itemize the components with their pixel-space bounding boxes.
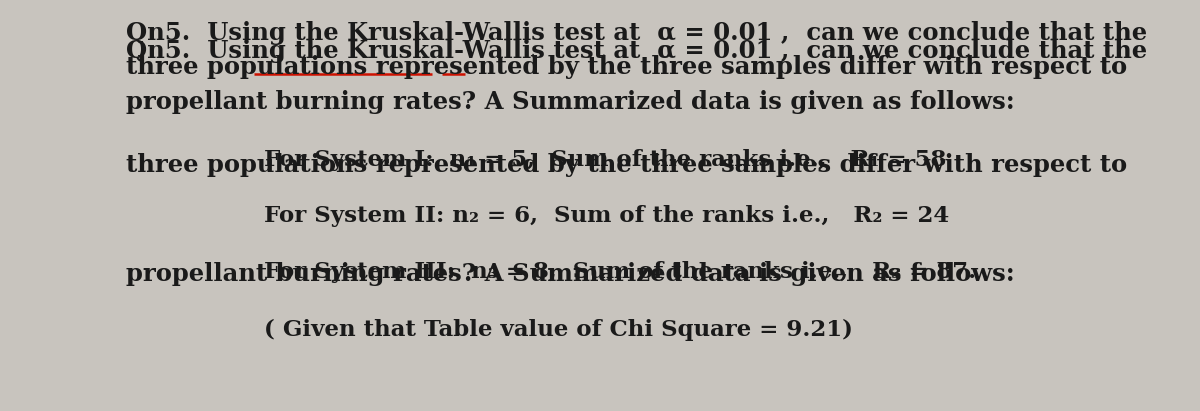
Text: Qn5.  Using the Kruskal-Wallis test at  α = 0.01 ,  can we conclude that the: Qn5. Using the Kruskal-Wallis test at α … (126, 39, 1147, 63)
Text: For System III:  n₃ = 8,  Sum of the ranks i.e.,   R₃ = 87.: For System III: n₃ = 8, Sum of the ranks… (264, 261, 977, 283)
Text: For System I:  n₁ = 5,  Sum of the ranks i.e.,   R₁ = 58: For System I: n₁ = 5, Sum of the ranks i… (264, 149, 947, 171)
Text: three populations represented by the three samples differ with respect to: three populations represented by the thr… (126, 153, 1127, 177)
Text: propellant burning rates? A Summarized data is given as follows:: propellant burning rates? A Summarized d… (126, 90, 1015, 113)
Text: For System II: n₂ = 6,  Sum of the ranks i.e.,   R₂ = 24: For System II: n₂ = 6, Sum of the ranks … (264, 205, 949, 227)
Text: ( Given that Table value of Chi Square = 9.21): ( Given that Table value of Chi Square =… (264, 319, 853, 341)
Text: Qn5.  Using the Kruskal-Wallis test at  α = 0.01 ,  can we conclude that the: Qn5. Using the Kruskal-Wallis test at α … (126, 21, 1147, 44)
Text: three populations represented by the three samples differ with respect to: three populations represented by the thr… (126, 55, 1127, 79)
Text: propellant burning rates? A Summarized data is given as follows:: propellant burning rates? A Summarized d… (126, 262, 1015, 286)
